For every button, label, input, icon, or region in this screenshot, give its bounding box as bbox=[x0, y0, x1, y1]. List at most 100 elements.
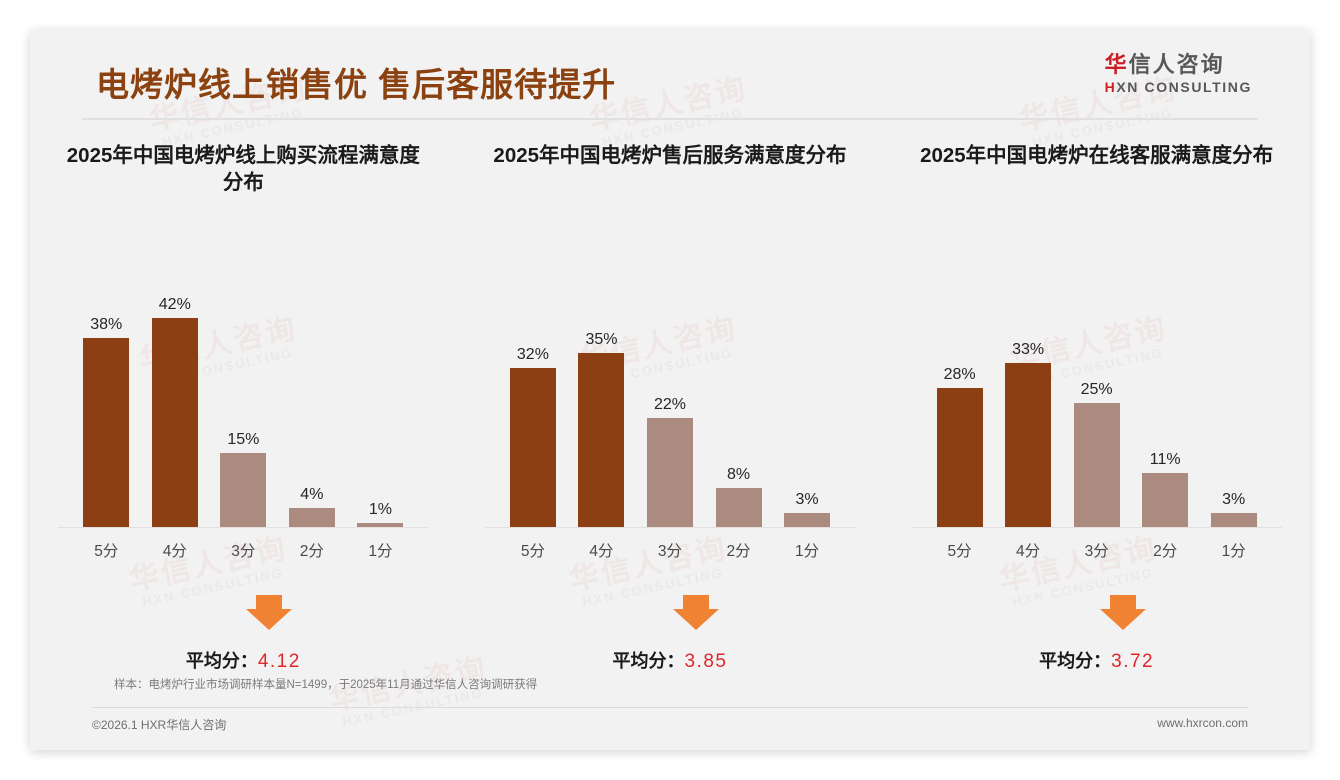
bar-item: 3% bbox=[1199, 262, 1268, 528]
category-label: 2分 bbox=[299, 543, 324, 560]
bar-value-label: 8% bbox=[726, 466, 751, 483]
chart-row: 2025年中国电烤炉线上购买流程满意度分布 38% 42% 15% 4% 1% 5分 4分… bbox=[30, 142, 1310, 673]
bar-value-label: 1% bbox=[368, 501, 392, 518]
category-axis: 5分 4分 3分 2分 1分 bbox=[499, 528, 842, 561]
category-label: 3分 bbox=[1084, 543, 1109, 560]
down-arrow-icon bbox=[672, 595, 719, 630]
bar-item: 28% bbox=[925, 262, 994, 528]
category-label: 2分 bbox=[726, 543, 751, 560]
bar-item: 25% bbox=[1062, 262, 1131, 528]
bar-item: 32% bbox=[499, 262, 568, 528]
down-arrow-icon bbox=[1099, 595, 1146, 630]
bar-value-label: 42% bbox=[158, 296, 191, 313]
page-title: 电烤炉线上销售优 售后客服待提升 bbox=[96, 66, 617, 103]
bar-group: 28% 33% 25% 11% 3% bbox=[925, 262, 1268, 528]
header-divider bbox=[82, 118, 1258, 120]
category-label: 3分 bbox=[231, 543, 256, 560]
logo-cn-accent: 华 bbox=[1104, 52, 1129, 77]
category-label: 4分 bbox=[162, 543, 187, 560]
bar-rect bbox=[220, 453, 267, 528]
axis-baseline bbox=[58, 527, 429, 528]
bar-value-label: 28% bbox=[943, 366, 976, 383]
bar-value-label: 4% bbox=[300, 486, 324, 503]
chart-plot-area: 38% 42% 15% 4% 1% bbox=[58, 262, 429, 528]
bar-value-label: 32% bbox=[516, 346, 549, 363]
bar-rect bbox=[1073, 403, 1120, 528]
footer-divider bbox=[92, 707, 1248, 708]
bar-value-label: 25% bbox=[1080, 381, 1113, 398]
average-score: 平均分：4.12 bbox=[38, 647, 449, 673]
bar-group: 32% 35% 22% 8% 3% bbox=[499, 262, 842, 528]
category-label: 1分 bbox=[794, 543, 820, 560]
bar-rect bbox=[83, 338, 130, 528]
bar-item: 22% bbox=[636, 262, 705, 528]
bar-rect bbox=[1142, 473, 1189, 528]
chart-title: 2025年中国电烤炉线上购买流程满意度分布 bbox=[66, 144, 420, 195]
average-label: 平均分： bbox=[185, 651, 258, 671]
brand-logo: 华信人咨询 HXN CONSULTING bbox=[1105, 52, 1252, 98]
down-arrow-annotation bbox=[64, 595, 475, 635]
average-value: 3.72 bbox=[1111, 651, 1155, 672]
chart-panel-online-service: 2025年中国电烤炉在线客服满意度分布 28% 33% 25% 11% 3% 5分 4分 3… bbox=[883, 142, 1310, 673]
slide-footer: ©2026.1 HXR华信人咨询 www.hxrcon.com bbox=[92, 716, 1248, 736]
bar-rect bbox=[288, 508, 335, 528]
logo-cn-rest: 信人咨询 bbox=[1128, 52, 1225, 77]
bar-item: 11% bbox=[1131, 262, 1200, 528]
category-label: 4分 bbox=[1016, 543, 1041, 560]
bar-item: 42% bbox=[141, 262, 210, 528]
slide-canvas: 华信人咨询 HXN CONSULTING 华信人咨询 HXN CONSULTIN… bbox=[30, 30, 1310, 750]
bar-rect bbox=[646, 418, 693, 528]
category-label: 4分 bbox=[589, 543, 614, 560]
category-label: 5分 bbox=[520, 543, 545, 560]
bar-rect bbox=[1210, 513, 1257, 528]
category-label: 2分 bbox=[1153, 543, 1178, 560]
bar-rect bbox=[151, 318, 198, 528]
bar-group: 38% 42% 15% 4% 1% bbox=[72, 262, 415, 528]
bar-item: 35% bbox=[567, 262, 636, 528]
bar-item: 38% bbox=[72, 262, 141, 528]
website-link[interactable]: www.hxrcon.com bbox=[1157, 716, 1248, 730]
bar-rect bbox=[357, 523, 404, 528]
category-label: 1分 bbox=[1221, 543, 1246, 560]
bar-rect bbox=[715, 488, 762, 528]
down-arrow-annotation bbox=[917, 595, 1310, 635]
bar-rect bbox=[509, 368, 556, 528]
bar-value-label: 3% bbox=[1222, 491, 1246, 508]
bar-rect bbox=[784, 513, 831, 528]
sample-footnote: 样本：电烤炉行业市场调研样本量N=1499，于2025年11月通过华信人咨询调研… bbox=[114, 679, 538, 691]
average-score: 平均分：3.72 bbox=[891, 647, 1302, 673]
category-label: 5分 bbox=[947, 543, 972, 560]
chart-panel-purchase-flow: 2025年中国电烤炉线上购买流程满意度分布 38% 42% 15% 4% 1% 5分 4分… bbox=[30, 142, 457, 673]
average-value: 4.12 bbox=[257, 651, 301, 672]
bar-value-label: 38% bbox=[90, 316, 123, 333]
chart-panel-after-sales: 2025年中国电烤炉售后服务满意度分布 32% 35% 22% 8% 3% 5分 4分 3分… bbox=[457, 142, 884, 673]
down-arrow-icon bbox=[246, 595, 293, 630]
bar-item: 8% bbox=[704, 262, 773, 528]
category-axis: 5分 4分 3分 2分 1分 bbox=[925, 528, 1268, 561]
down-arrow-annotation bbox=[491, 595, 902, 635]
axis-baseline bbox=[911, 527, 1282, 528]
chart-plot-area: 32% 35% 22% 8% 3% bbox=[484, 262, 856, 528]
bar-value-label: 11% bbox=[1149, 451, 1181, 468]
bar-value-label: 15% bbox=[227, 431, 260, 448]
category-label: 1分 bbox=[368, 543, 393, 560]
bar-item: 15% bbox=[209, 262, 278, 528]
bar-value-label: 35% bbox=[585, 331, 618, 348]
average-label: 平均分： bbox=[1039, 651, 1112, 671]
bar-item: 1% bbox=[346, 262, 415, 528]
bar-rect bbox=[936, 388, 983, 528]
chart-title: 2025年中国电烤炉在线客服满意度分布 bbox=[920, 144, 1274, 167]
category-label: 3分 bbox=[657, 543, 683, 560]
logo-en-rest: XN CONSULTING bbox=[1116, 79, 1252, 96]
average-value: 3.85 bbox=[684, 651, 728, 672]
bar-rect bbox=[578, 353, 625, 528]
category-axis: 5分 4分 3分 2分 1分 bbox=[72, 528, 415, 561]
average-score: 平均分：3.85 bbox=[465, 647, 876, 673]
bar-value-label: 33% bbox=[1012, 341, 1045, 358]
bar-value-label: 3% bbox=[795, 491, 819, 508]
bar-rect bbox=[1005, 363, 1052, 528]
chart-plot-area: 28% 33% 25% 11% 3% bbox=[911, 262, 1282, 528]
category-label: 5分 bbox=[94, 543, 119, 560]
slide-header: 电烤炉线上销售优 售后客服待提升 华信人咨询 HXN CONSULTING bbox=[30, 30, 1310, 118]
average-label: 平均分： bbox=[612, 651, 685, 671]
